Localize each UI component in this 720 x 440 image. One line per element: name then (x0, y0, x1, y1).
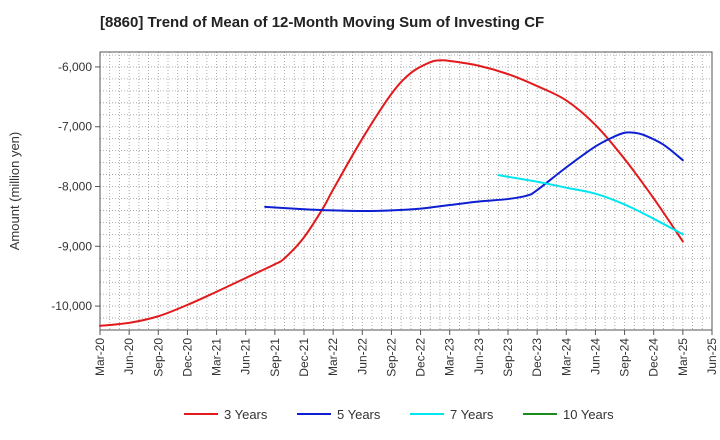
x-tick-label: Sep-21 (268, 338, 282, 377)
y-tick-label: -10,000 (51, 299, 92, 313)
plot-area (100, 52, 712, 330)
legend-label-3-years: 3 Years (224, 407, 268, 422)
y-axis-title: Amount (million yen) (7, 132, 22, 251)
x-tick-label: Mar-22 (326, 338, 340, 376)
series-line-7-years (497, 174, 684, 236)
y-tick-label: -9,000 (58, 239, 92, 253)
x-tick-label: Dec-21 (297, 338, 311, 377)
x-tick-label: Sep-24 (618, 338, 632, 377)
chart-title: [8860] Trend of Mean of 12-Month Moving … (100, 14, 545, 31)
plot-border (99, 51, 713, 331)
x-tick-label: Mar-24 (559, 338, 573, 376)
x-tick-label: Jun-24 (588, 338, 602, 375)
x-tick-label: Dec-24 (647, 338, 661, 377)
x-tick-label: Jun-22 (355, 338, 369, 375)
x-tick-label: Sep-22 (384, 338, 398, 377)
series-line-5-years (264, 131, 684, 213)
x-tick-label: Mar-23 (443, 338, 457, 376)
x-tick-label: Dec-20 (180, 338, 194, 377)
legend-label-5-years: 5 Years (337, 407, 381, 422)
x-tick-label: Jun-23 (472, 338, 486, 375)
y-tick-label: -6,000 (58, 60, 92, 74)
x-tick-label: Dec-23 (530, 338, 544, 377)
x-tick-label: Mar-25 (676, 338, 690, 376)
legend-label-7-years: 7 Years (450, 407, 494, 422)
x-tick-label: Dec-22 (414, 338, 428, 377)
x-tick-label: Jun-25 (705, 338, 719, 375)
y-tick-label: -7,000 (58, 120, 92, 134)
x-tick-label: Jun-20 (122, 338, 136, 375)
x-tick-label: Jun-21 (239, 338, 253, 375)
x-tick-label: Mar-20 (93, 338, 107, 376)
y-tick-label: -8,000 (58, 180, 92, 194)
x-tick-label: Sep-23 (501, 338, 515, 377)
x-tick-label: Mar-21 (210, 338, 224, 376)
x-tick-label: Sep-20 (151, 338, 165, 377)
series-line-3-years (99, 59, 684, 327)
legend-label-10-years: 10 Years (563, 407, 614, 422)
